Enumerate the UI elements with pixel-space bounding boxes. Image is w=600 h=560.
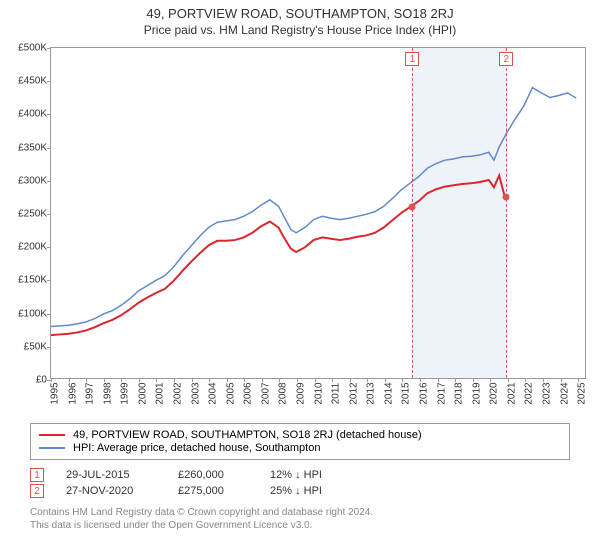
sale-date: 29-JUL-2015 xyxy=(66,469,156,481)
legend-label: 49, PORTVIEW ROAD, SOUTHAMPTON, SO18 2RJ… xyxy=(73,429,422,441)
sale-diff: 12% ↓ HPI xyxy=(270,469,360,481)
series-hpi xyxy=(51,88,576,327)
title-address: 49, PORTVIEW ROAD, SOUTHAMPTON, SO18 2RJ xyxy=(0,6,600,21)
footer-line-1: Contains HM Land Registry data © Crown c… xyxy=(30,506,570,519)
x-label: 2022 xyxy=(516,382,535,404)
x-label: 2010 xyxy=(305,382,324,404)
legend-swatch xyxy=(39,447,65,449)
sale-marker-box: 1 xyxy=(405,52,419,66)
sale-row: 2 27-NOV-2020 £275,000 25% ↓ HPI xyxy=(30,484,570,498)
legend-swatch xyxy=(39,434,65,436)
legend-box: 49, PORTVIEW ROAD, SOUTHAMPTON, SO18 2RJ… xyxy=(30,423,570,460)
sale-row-marker: 2 xyxy=(30,484,44,498)
y-label: £150K xyxy=(18,275,47,286)
chart-lines xyxy=(51,48,585,378)
chart-area: £0£50K£100K£150K£200K£250K£300K£350K£400… xyxy=(0,39,600,419)
sales-table: 1 29-JUL-2015 £260,000 12% ↓ HPI 2 27-NOV-202… xyxy=(30,466,570,500)
sale-diff: 25% ↓ HPI xyxy=(270,485,360,497)
x-label: 2012 xyxy=(340,382,359,404)
y-tick xyxy=(47,247,51,248)
x-label: 2008 xyxy=(270,382,289,404)
y-label: £50K xyxy=(24,341,47,352)
y-label: £300K xyxy=(18,175,47,186)
sale-price: £275,000 xyxy=(178,485,248,497)
y-label: £350K xyxy=(18,142,47,153)
y-label: £100K xyxy=(18,308,47,319)
x-label: 2016 xyxy=(411,382,430,404)
sale-marker-box: 2 xyxy=(499,52,513,66)
legend-row: 49, PORTVIEW ROAD, SOUTHAMPTON, SO18 2RJ… xyxy=(39,429,561,441)
x-label: 1995 xyxy=(42,382,61,404)
footer: Contains HM Land Registry data © Crown c… xyxy=(30,506,570,532)
y-tick xyxy=(47,148,51,149)
x-label: 2001 xyxy=(147,382,166,404)
sale-row-marker: 1 xyxy=(30,468,44,482)
x-label: 2025 xyxy=(569,382,588,404)
x-label: 2009 xyxy=(288,382,307,404)
y-tick xyxy=(47,314,51,315)
y-tick xyxy=(47,48,51,49)
x-label: 2015 xyxy=(393,382,412,404)
y-tick xyxy=(47,347,51,348)
titles: 49, PORTVIEW ROAD, SOUTHAMPTON, SO18 2RJ… xyxy=(0,0,600,39)
y-tick xyxy=(47,181,51,182)
y-label: £400K xyxy=(18,109,47,120)
y-tick xyxy=(47,81,51,82)
chart-container: 49, PORTVIEW ROAD, SOUTHAMPTON, SO18 2RJ… xyxy=(0,0,600,560)
y-tick xyxy=(47,114,51,115)
x-label: 2019 xyxy=(463,382,482,404)
sale-date: 27-NOV-2020 xyxy=(66,485,156,497)
x-label: 2020 xyxy=(481,382,500,404)
x-label: 2002 xyxy=(165,382,184,404)
sale-dot xyxy=(409,204,416,211)
x-label: 2017 xyxy=(428,382,447,404)
y-label: £250K xyxy=(18,209,47,220)
x-label: 2000 xyxy=(129,382,148,404)
sale-row: 1 29-JUL-2015 £260,000 12% ↓ HPI xyxy=(30,468,570,482)
sale-dot xyxy=(503,194,510,201)
footer-line-2: This data is licensed under the Open Gov… xyxy=(30,519,570,532)
x-label: 1997 xyxy=(77,382,96,404)
y-tick xyxy=(47,214,51,215)
x-label: 2013 xyxy=(358,382,377,404)
y-label: £500K xyxy=(18,43,47,54)
legend-label: HPI: Average price, detached house, Sout… xyxy=(73,442,320,454)
series-property xyxy=(51,175,505,335)
x-label: 2005 xyxy=(217,382,236,404)
x-label: 2004 xyxy=(200,382,219,404)
x-label: 2003 xyxy=(182,382,201,404)
y-tick xyxy=(47,280,51,281)
x-label: 2011 xyxy=(323,383,342,405)
x-label: 2023 xyxy=(534,382,553,404)
y-label: £200K xyxy=(18,242,47,253)
title-subtitle: Price paid vs. HM Land Registry's House … xyxy=(0,23,600,37)
x-label: 2006 xyxy=(235,382,254,404)
sale-vline xyxy=(506,48,507,378)
legend-row: HPI: Average price, detached house, Sout… xyxy=(39,442,561,454)
x-label: 1999 xyxy=(112,382,131,404)
x-label: 1998 xyxy=(94,382,113,404)
x-label: 2024 xyxy=(551,382,570,404)
sale-vline xyxy=(412,48,413,378)
x-label: 1996 xyxy=(59,382,78,404)
sale-price: £260,000 xyxy=(178,469,248,481)
plot-area: £0£50K£100K£150K£200K£250K£300K£350K£400… xyxy=(50,47,586,379)
y-label: £450K xyxy=(18,76,47,87)
x-label: 2018 xyxy=(446,382,465,404)
